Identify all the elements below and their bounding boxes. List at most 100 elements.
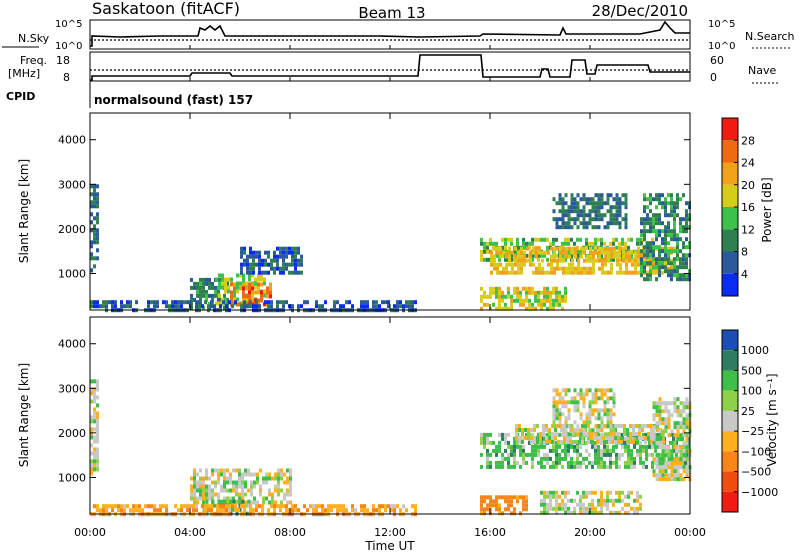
range-gate-cell [585, 245, 588, 250]
range-gate-cell [583, 258, 586, 263]
x-tick-label: 08:00 [274, 526, 306, 539]
range-gate-cell [93, 256, 96, 261]
range-gate-cell [246, 258, 249, 263]
range-gate-cell [687, 460, 690, 465]
range-gate-cell [570, 225, 574, 230]
range-gate-cell [679, 277, 682, 282]
range-gate-cell [159, 508, 162, 513]
range-gate-cell [260, 282, 263, 287]
range-gate-cell [582, 506, 585, 511]
range-gate-cell [513, 298, 516, 303]
range-gate-cell [276, 262, 279, 267]
range-gate-cell [499, 254, 502, 259]
range-gate-cell [682, 433, 686, 438]
range-gate-cell [483, 440, 486, 445]
range-gate-cell [511, 266, 514, 271]
range-gate-cell [582, 456, 585, 461]
range-gate-cell [624, 225, 628, 230]
range-gate-cell [651, 460, 654, 465]
range-gate-cell [573, 460, 576, 465]
range-gate-cell [652, 417, 656, 422]
range-gate-cell [511, 250, 514, 255]
range-gate-cell [549, 456, 552, 461]
range-gate-cell [579, 197, 583, 202]
range-gate-cell [661, 465, 665, 470]
range-gate-cell [676, 457, 680, 462]
range-gate-cell [597, 193, 601, 198]
range-gate-cell [670, 237, 673, 242]
range-gate-cell [570, 456, 573, 461]
range-gate-cell [664, 245, 667, 250]
range-gate-cell [555, 286, 558, 291]
range-gate-cell [652, 253, 655, 258]
range-gate-cell [618, 494, 621, 499]
range-gate-cell [510, 302, 513, 307]
range-gate-cell [507, 286, 510, 291]
range-gate-cell [564, 257, 567, 262]
range-gate-cell [501, 460, 504, 465]
range-gate-cell [528, 302, 531, 307]
range-gate-cell [546, 506, 549, 511]
range-gate-cell [268, 492, 271, 497]
range-gate-cell [549, 448, 552, 453]
range-gate-cell [679, 265, 682, 270]
range-gate-cell [542, 432, 545, 436]
range-gate-cell [540, 510, 543, 515]
range-gate-cell [291, 254, 294, 259]
range-gate-cell [658, 201, 661, 206]
range-gate-cell [520, 246, 523, 251]
range-gate-cell [591, 396, 595, 401]
range-gate-cell [366, 300, 369, 305]
range-gate-cell [645, 444, 648, 449]
range-gate-cell [595, 250, 598, 255]
range-gate-cell [614, 436, 617, 440]
range-gate-cell [602, 436, 605, 440]
range-gate-cell [609, 498, 612, 503]
range-gate-cell [276, 258, 279, 263]
range-gate-cell [233, 289, 236, 294]
range-gate-cell [238, 492, 241, 497]
range-gate-cell [205, 468, 208, 473]
range-gate-cell [501, 298, 504, 303]
range-gate-cell [513, 286, 516, 291]
range-gate-cell [649, 225, 652, 230]
range-gate-cell [573, 464, 576, 469]
range-gate-cell [486, 464, 489, 469]
range-gate-cell [609, 510, 612, 515]
range-gate-cell [606, 388, 610, 393]
range-gate-cell [96, 228, 99, 233]
range-gate-cell [195, 300, 198, 305]
range-gate-cell [655, 205, 658, 210]
range-gate-cell [555, 225, 559, 230]
range-gate-cell [649, 193, 652, 198]
range-gate-cell [600, 428, 604, 433]
range-gate-cell [599, 436, 602, 440]
range-gate-cell [527, 428, 530, 432]
range-gate-cell [679, 461, 683, 466]
range-gate-cell [574, 266, 577, 271]
range-gate-cell [685, 473, 689, 478]
range-gate-cell [580, 254, 583, 259]
range-gate-cell [646, 270, 649, 275]
range-gate-cell [561, 225, 565, 230]
range-gate-cell [258, 270, 261, 275]
range-gate-cell [247, 468, 250, 473]
range-gate-cell [240, 304, 243, 309]
range-gate-cell [523, 254, 526, 259]
range-gate-cell [327, 508, 330, 513]
range-gate-cell [564, 221, 568, 226]
range-gate-cell [297, 270, 300, 275]
range-gate-cell [565, 254, 568, 259]
range-gate-cell [679, 425, 683, 430]
range-gate-cell [664, 269, 667, 274]
range-gate-cell [547, 270, 550, 275]
range-gate-cell [588, 400, 592, 405]
range-gate-cell [561, 306, 564, 311]
range-gate-cell [244, 492, 247, 497]
range-gate-cell [679, 477, 683, 482]
range-gate-cell [685, 273, 688, 278]
range-gate-cell [286, 488, 289, 493]
range-gate-cell [111, 504, 114, 509]
range-gate-cell [342, 508, 345, 513]
range-gate-cell [585, 241, 588, 246]
